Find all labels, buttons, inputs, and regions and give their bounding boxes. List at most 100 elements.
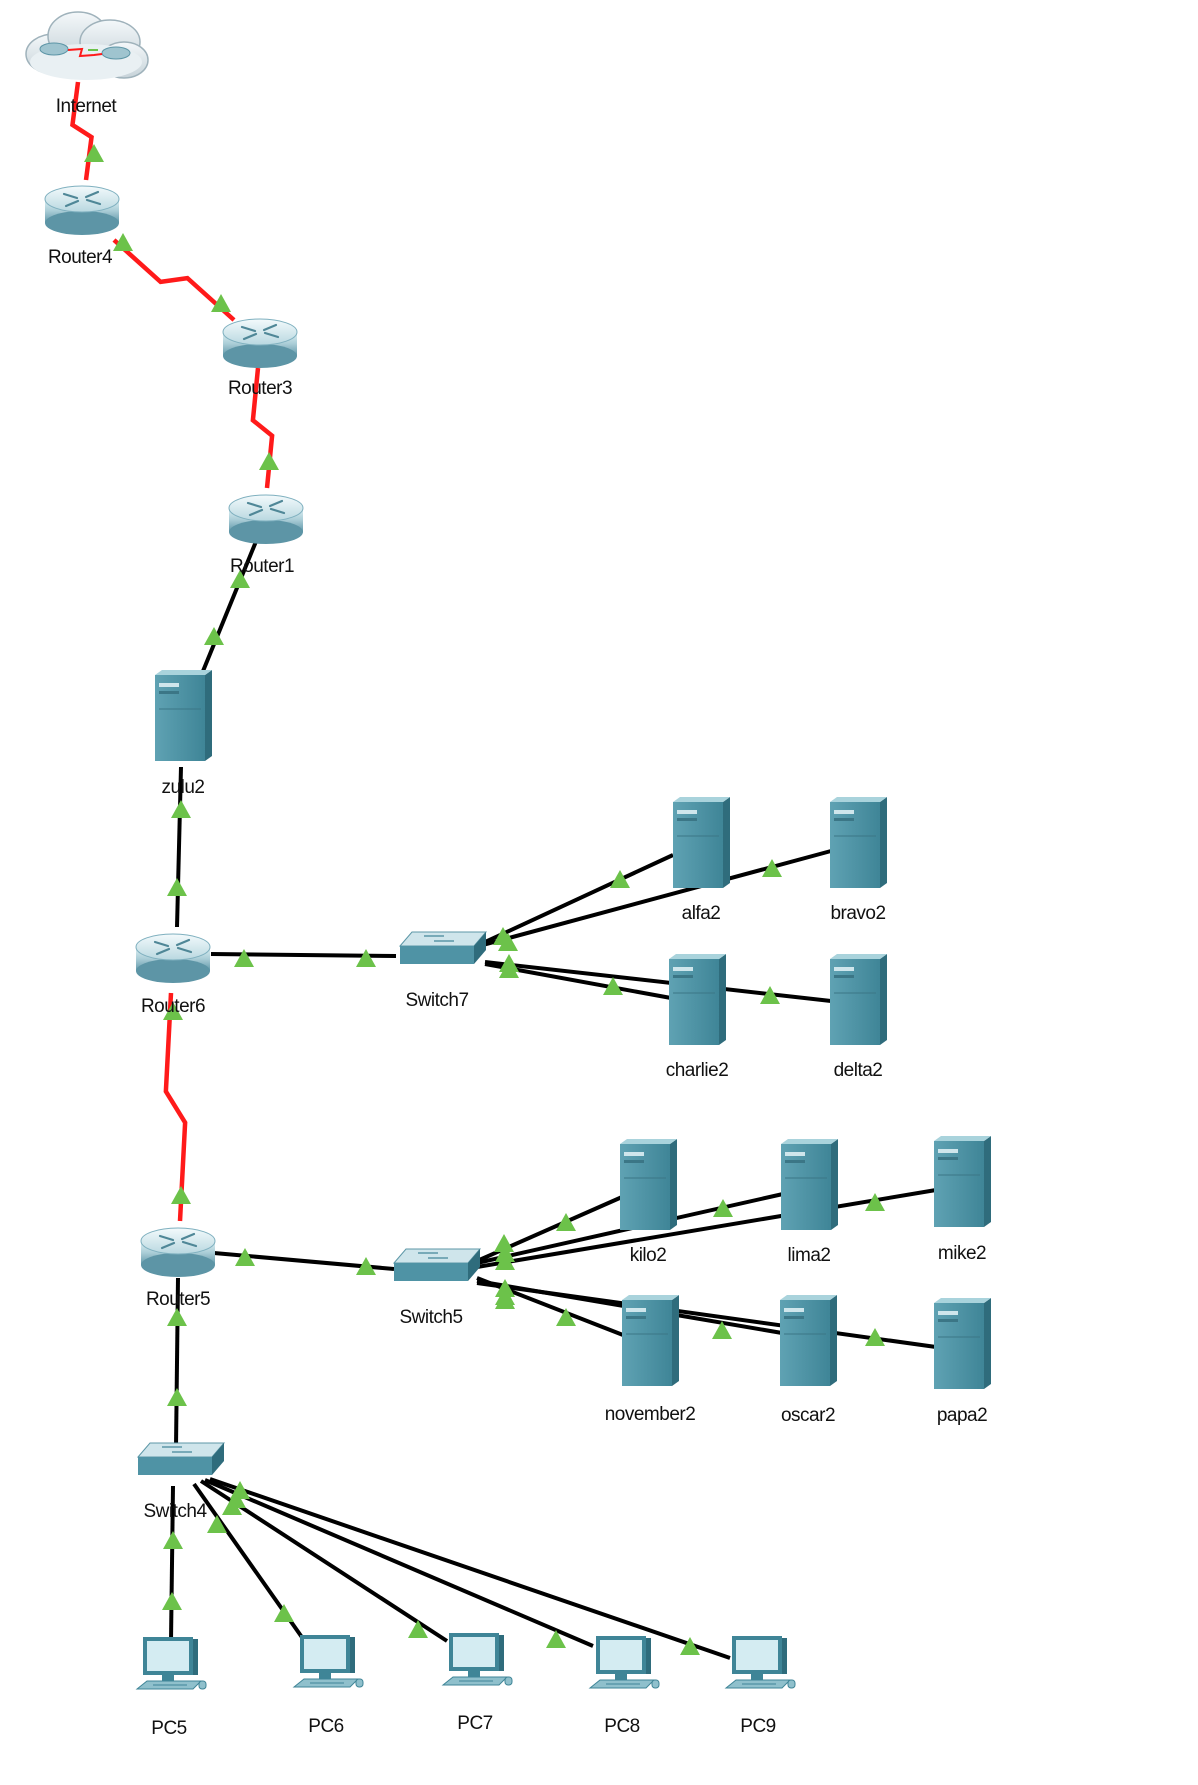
link-status-up-icon [495, 1291, 515, 1309]
ethernet-link-switch4-pc8[interactable] [204, 1478, 594, 1648]
node-pc9[interactable]: PC9 [724, 1636, 796, 1737]
link-status-up-icon [712, 1321, 732, 1339]
node-label-internet: Internet [56, 96, 118, 117]
node-label-switch7: Switch7 [405, 990, 468, 1011]
node-label-zulu2: zulu2 [162, 777, 205, 798]
node-label-router4: Router4 [48, 247, 113, 268]
node-router5[interactable]: Router5 [140, 1227, 216, 1310]
node-label-kilo2: kilo2 [630, 1245, 667, 1266]
node-kilo2[interactable]: kilo2 [620, 1139, 677, 1266]
link-status-up-icon [556, 1308, 576, 1326]
link-status-up-icon [274, 1604, 294, 1622]
node-bravo2[interactable]: bravo2 [830, 797, 887, 924]
node-label-mike2: mike2 [938, 1243, 986, 1264]
node-alfa2[interactable]: alfa2 [673, 797, 730, 924]
switch-icon [392, 1248, 482, 1281]
link-status-up-icon [259, 452, 279, 470]
ethernet-link-switch7-bravo2[interactable] [482, 849, 832, 947]
node-router1[interactable]: Router1 [228, 494, 304, 577]
node-router3[interactable]: Router3 [222, 318, 298, 399]
node-switch7[interactable]: Switch7 [398, 931, 488, 1011]
node-internet[interactable]: Internet [25, 11, 149, 117]
switch-icon [136, 1442, 226, 1475]
link-status-up-icon [167, 1308, 187, 1326]
pc-icon [441, 1633, 513, 1686]
serial-link-router4-router3[interactable] [112, 238, 236, 322]
ethernet-link-switch7-alfa2[interactable] [482, 853, 674, 945]
link-status-up-icon [230, 1481, 250, 1499]
node-label-switch5: Switch5 [399, 1307, 462, 1328]
node-papa2[interactable]: papa2 [934, 1298, 991, 1426]
link-status-up-icon [211, 294, 231, 312]
pc-icon [292, 1635, 364, 1688]
link-lights-layer [84, 144, 885, 1655]
link-status-up-icon [235, 1248, 255, 1266]
link-status-up-icon [713, 1199, 733, 1217]
node-label-pc9: PC9 [740, 1716, 775, 1737]
node-zulu2[interactable]: zulu2 [155, 670, 212, 798]
ethernet-link-switch4-pc9[interactable] [209, 1477, 731, 1660]
server-icon [669, 954, 726, 1045]
node-pc8[interactable]: PC8 [588, 1636, 660, 1737]
ethernet-link-switch4-pc5[interactable] [169, 1485, 175, 1642]
link-status-up-icon [162, 1592, 182, 1610]
link-status-up-icon [556, 1213, 576, 1231]
router-icon [140, 1227, 216, 1277]
ethernet-link-zulu2-router6[interactable] [175, 766, 183, 928]
node-label-pc6: PC6 [308, 1716, 343, 1737]
link-status-up-icon [499, 954, 519, 972]
link-status-up-icon [230, 570, 250, 588]
link-status-up-icon [167, 1388, 187, 1406]
node-november2[interactable]: november2 [605, 1295, 696, 1425]
link-status-up-icon [163, 1531, 183, 1549]
link-status-up-icon [494, 1234, 514, 1252]
ethernet-link-router1-zulu2[interactable] [199, 538, 259, 677]
pc-icon [588, 1636, 660, 1689]
node-pc7[interactable]: PC7 [441, 1633, 513, 1734]
node-lima2[interactable]: lima2 [781, 1139, 838, 1266]
nodes-layer: Internet Router4 Router3 Router1 zulu2 Router… [25, 11, 991, 1739]
server-icon [673, 797, 730, 888]
node-pc5[interactable]: PC5 [135, 1637, 207, 1739]
node-label-oscar2: oscar2 [781, 1405, 835, 1426]
node-switch4[interactable]: Switch4 [136, 1442, 226, 1522]
server-icon [781, 1139, 838, 1230]
node-label-pc7: PC7 [457, 1713, 492, 1734]
node-oscar2[interactable]: oscar2 [780, 1295, 837, 1426]
node-label-charlie2: charlie2 [666, 1060, 729, 1081]
ethernet-link-switch5-papa2[interactable] [476, 1281, 937, 1349]
link-status-up-icon [610, 870, 630, 888]
link-status-up-icon [84, 144, 104, 162]
switch-icon [398, 931, 488, 964]
node-pc6[interactable]: PC6 [292, 1635, 364, 1737]
node-label-router3: Router3 [228, 378, 292, 399]
link-status-up-icon [762, 859, 782, 877]
node-label-router5: Router5 [146, 1289, 210, 1310]
server-icon [155, 670, 212, 761]
serial-link-router6-router5[interactable] [163, 992, 188, 1222]
link-status-up-icon [495, 1252, 515, 1270]
ethernet-link-switch5-mike2[interactable] [476, 1188, 937, 1269]
cloud-icon [25, 11, 149, 80]
node-switch5[interactable]: Switch5 [392, 1248, 482, 1328]
node-mike2[interactable]: mike2 [934, 1136, 991, 1264]
node-router6[interactable]: Router6 [135, 933, 211, 1017]
node-label-pc8: PC8 [604, 1716, 639, 1737]
pc-icon [724, 1636, 796, 1689]
node-label-alfa2: alfa2 [682, 903, 721, 924]
node-label-november2: november2 [605, 1404, 696, 1425]
node-charlie2[interactable]: charlie2 [666, 954, 729, 1081]
link-status-up-icon [204, 627, 224, 645]
node-label-lima2: lima2 [788, 1245, 831, 1266]
link-status-up-icon [167, 878, 187, 896]
node-label-pc5: PC5 [151, 1718, 186, 1739]
node-router4[interactable]: Router4 [44, 185, 120, 268]
link-status-up-icon [356, 949, 376, 967]
node-label-router1: Router1 [230, 556, 294, 577]
node-label-papa2: papa2 [937, 1405, 987, 1426]
router-icon [228, 494, 304, 544]
ethernet-link-router5-switch4[interactable] [174, 1277, 180, 1448]
router-icon [222, 318, 298, 368]
node-delta2[interactable]: delta2 [830, 954, 887, 1081]
